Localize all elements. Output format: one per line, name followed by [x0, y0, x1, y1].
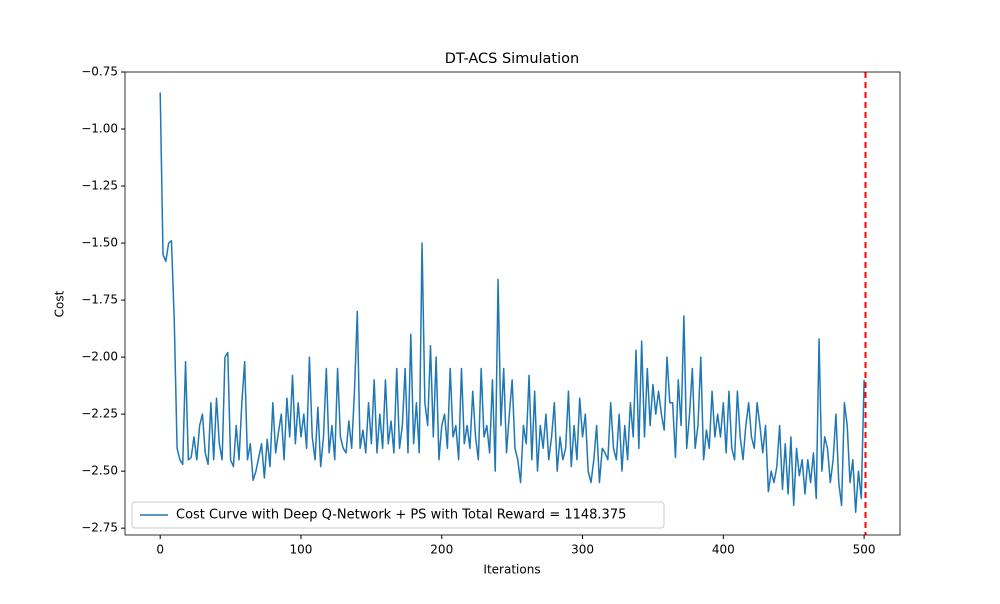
x-axis-label: Iterations: [483, 563, 540, 577]
y-tick-label: −1.25: [81, 179, 118, 193]
y-tick-label: −2.00: [81, 350, 118, 364]
legend-label: Cost Curve with Deep Q-Network + PS with…: [176, 508, 626, 523]
x-tick-label: 100: [290, 543, 313, 557]
y-tick-label: −2.75: [81, 521, 118, 535]
x-tick-label: 500: [853, 543, 876, 557]
y-tick-label: −1.75: [81, 293, 118, 307]
plot-frame: [124, 71, 901, 536]
y-tick-label: −1.50: [81, 236, 118, 250]
x-tick-label: 200: [430, 543, 453, 557]
x-tick-label: 0: [156, 543, 164, 557]
x-tick-label: 300: [571, 543, 594, 557]
y-tick-label: −2.50: [81, 464, 118, 478]
line-series: [159, 92, 865, 513]
x-tick-label: 400: [712, 543, 735, 557]
y-tick-label: −0.75: [81, 65, 118, 79]
chart-title: DT-ACS Simulation: [445, 51, 579, 67]
y-axis-label: Cost: [53, 290, 67, 317]
legend-box: [131, 501, 665, 529]
y-tick-label: −2.25: [81, 407, 118, 421]
y-tick-label: −1.00: [81, 122, 118, 136]
